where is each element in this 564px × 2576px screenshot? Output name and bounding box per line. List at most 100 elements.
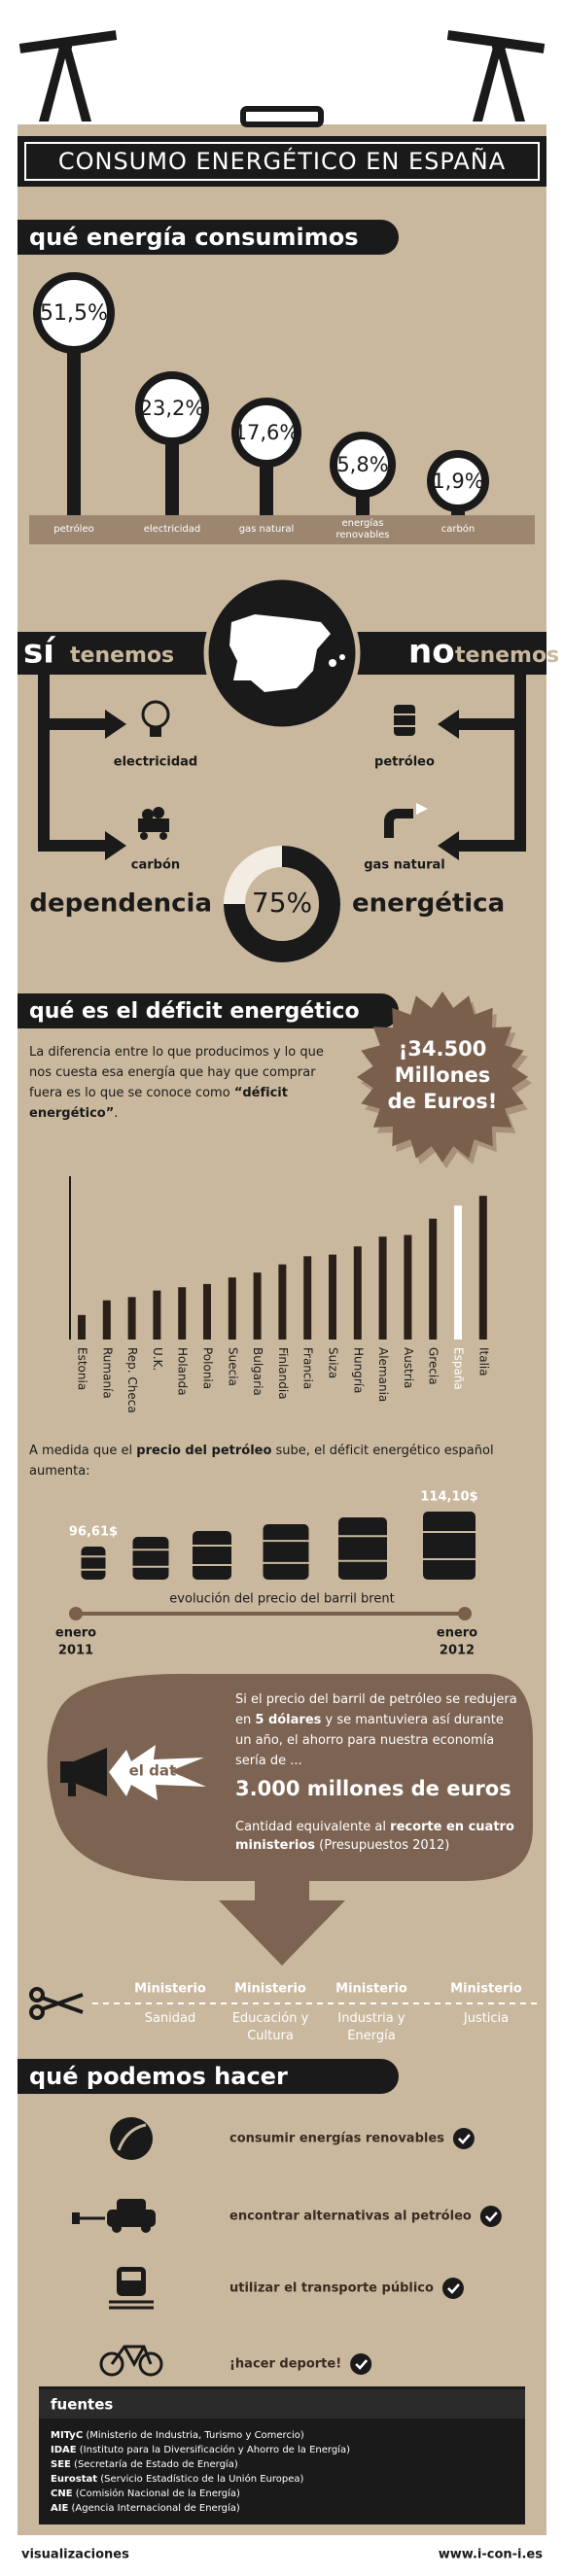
footer-right: www.i-con-i.es (439, 2548, 543, 2562)
bar (329, 1254, 336, 1340)
text: Educación y Cultura (231, 2011, 309, 2043)
have-not-rest: tenemos (455, 644, 559, 668)
fact-text: Si el precio del barril de petróleo se r… (235, 1689, 522, 1771)
x-tick-label: Estonia (76, 1347, 89, 1390)
source: Eurostat (Servicio Estadístico de la Uni… (51, 2473, 304, 2485)
bar (127, 1297, 136, 1340)
date: 2012 (440, 1644, 475, 1658)
x-tick-label: Polonia (201, 1347, 215, 1389)
value-circle (33, 272, 115, 354)
fact-bubble (47, 1673, 534, 1881)
x-tick-label: Grecia (427, 1347, 441, 1385)
arrow-heads (105, 710, 459, 860)
action-label: ¡hacer deporte! (229, 2357, 341, 2372)
have-not-word: no (408, 633, 455, 672)
text: electricidad (143, 524, 201, 535)
text: recorte en cuatro ministerios (235, 1820, 514, 1853)
price-label: 96,61$ (69, 1525, 118, 1540)
value-label: 1,9% (432, 470, 483, 493)
source: SEE (Secretaría de Estado de Energía) (51, 2458, 238, 2470)
header-bar (18, 136, 546, 187)
barrel (193, 1531, 231, 1580)
bar (253, 1272, 262, 1340)
icon-leaf (110, 2117, 153, 2160)
text: Industria y Energía (337, 2011, 405, 2043)
text: precio del petróleo (136, 1444, 272, 1458)
ministry-name: Justicia (438, 2010, 535, 2028)
text: petróleo (53, 524, 94, 535)
check-circle (441, 2278, 464, 2299)
islands (329, 659, 336, 667)
source-abbr: Eurostat (51, 2474, 97, 2485)
have-rest: tenemos (70, 644, 174, 668)
timeline-dot (69, 1607, 83, 1620)
resource-label: carbón (131, 858, 180, 873)
date: enero (55, 1626, 96, 1641)
burst-text: ¡34.500 (399, 1037, 487, 1061)
text: A medida que el (29, 1444, 137, 1458)
label-strip (29, 515, 535, 544)
islands (339, 654, 345, 660)
x-tick-label: U.K. (151, 1347, 164, 1371)
burst-text: Millones (395, 1063, 491, 1087)
x-tick-label: Rumanía (100, 1347, 114, 1399)
icon-electric-car (72, 2199, 156, 2233)
value-label: 23,2% (140, 397, 205, 420)
action-label: utilizar el transporte público (229, 2281, 434, 2296)
x-tick-label: España (452, 1347, 466, 1390)
oil-pump-right (446, 30, 546, 122)
stem (67, 313, 81, 515)
action-label: consumir energías renovables (229, 2132, 444, 2146)
donut-share (224, 846, 340, 962)
category-label: carbón (409, 517, 507, 542)
fact-amount: 3.000 millones de euros (235, 1779, 527, 1799)
x-tick-label: Bulgaria (251, 1347, 264, 1396)
burst-text: de Euros! (388, 1090, 498, 1113)
check (458, 2134, 471, 2144)
value-circle (427, 450, 489, 512)
bar (303, 1256, 312, 1340)
section-heading: qué energía consumimos (29, 224, 359, 251)
text: Justicia (463, 2011, 510, 2026)
barrel (423, 1512, 476, 1580)
bar (78, 1314, 86, 1340)
text: La diferencia entre lo que producimos y … (29, 1045, 324, 1100)
ministry-name: Industria y Energía (323, 2010, 420, 2045)
text: “déficit energético” (29, 1086, 288, 1121)
ministry-title: Ministerio (450, 1982, 522, 1997)
check-circle (350, 2353, 372, 2375)
frame-handle (240, 106, 324, 127)
fact-tag: el dato (129, 1762, 187, 1780)
bar (203, 1283, 211, 1340)
icon-bike (99, 2345, 163, 2377)
bar (404, 1235, 412, 1340)
down-arrow (219, 1881, 345, 1966)
source: CNE (Comisión Nacional de la Energía) (51, 2488, 240, 2499)
ministry-title: Ministerio (335, 1982, 407, 1997)
text: Cantidad equivalente al (235, 1820, 391, 1834)
oil-pump-left (18, 30, 118, 122)
timeline-label: evolución del precio del barril brent (169, 1592, 394, 1607)
text: (Presupuestos 2012) (315, 1838, 450, 1853)
resource-label: petróleo (374, 755, 435, 770)
price-text: A medida que el precio del petróleo sube… (29, 1441, 535, 1481)
icon-bulb (141, 700, 170, 737)
bar (102, 1300, 111, 1340)
category-label: petróleo (25, 517, 123, 542)
text: energías renovables (335, 518, 390, 540)
x-tick-label: Alemania (376, 1347, 390, 1402)
timeline-dot (458, 1607, 472, 1620)
ministry-title: Ministerio (134, 1982, 206, 1997)
fact-note: Cantidad equivalente al recorte en cuatr… (235, 1818, 517, 1855)
source-name: (Instituto para la Diversificación y Aho… (77, 2444, 350, 2455)
category-label: gas natural (218, 517, 315, 542)
bar (278, 1264, 287, 1340)
text: sube, el déficit energético español aume… (29, 1444, 494, 1479)
bar (454, 1205, 462, 1340)
x-tick-label: Suiza (327, 1347, 340, 1378)
bar (178, 1287, 187, 1340)
sources-heading-bar (39, 2389, 525, 2419)
text: carbón (441, 524, 476, 535)
icon-train (109, 2267, 154, 2310)
